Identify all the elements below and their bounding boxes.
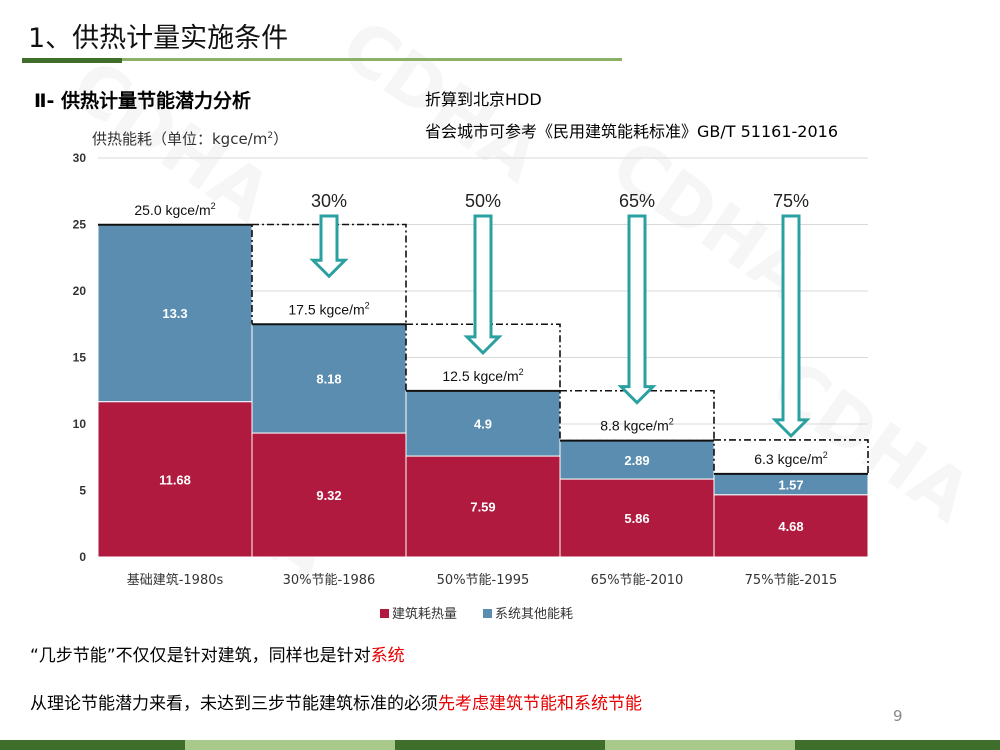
- data-label-system: 8.18: [316, 372, 341, 387]
- bar-building-heat: [405, 455, 561, 558]
- data-label-system: 13.3: [162, 306, 187, 321]
- data-label-system: 4.9: [474, 416, 492, 431]
- down-arrow-icon: [617, 214, 657, 405]
- reduction-outline: [713, 439, 869, 475]
- savings-percent-label: 30%: [311, 191, 347, 211]
- y-tick-label: 20: [73, 284, 87, 298]
- down-arrow-icon: [309, 214, 349, 279]
- data-label-building: 11.68: [159, 472, 191, 487]
- footer-statement-2: 从理论节能潜力来看，未达到三步节能建筑标准的必须先考虑建筑节能和系统节能: [30, 694, 642, 714]
- bar-system-other: [97, 224, 253, 403]
- title-underline: [22, 58, 622, 61]
- y-axis-label: 供热能耗（单位：kgce/m2）: [92, 130, 289, 148]
- total-label: 25.0 kgce/m2: [134, 201, 215, 218]
- savings-percent-label: 75%: [773, 191, 809, 211]
- x-tick-label: 75%节能-2015: [745, 573, 838, 588]
- data-label-building: 9.32: [316, 488, 341, 503]
- legend-swatch-building: [380, 609, 389, 618]
- bottom-decor-bar: [0, 740, 1000, 750]
- down-arrow-icon: [463, 214, 503, 356]
- slide-title: 1、供热计量实施条件: [28, 23, 289, 54]
- data-label-building: 5.86: [624, 511, 649, 526]
- x-tick-label: 50%节能-1995: [437, 573, 530, 588]
- y-tick-label: 25: [73, 218, 87, 232]
- footer-statement-1: “几步节能”不仅仅是针对建筑，同样也是针对系统: [30, 646, 405, 666]
- stacked-bar-chart: 0 5 10 15 20 25 30 11.68 13.3 25.0 kgce/m2 基础建筑-19…: [73, 151, 869, 622]
- note-standard: 省会城市可参考《民用建筑能耗标准》GB/T 51161-2016: [425, 122, 839, 141]
- data-label-building: 4.68: [778, 519, 803, 534]
- bar-building-heat: [559, 478, 715, 558]
- total-label: 17.5 kgce/m2: [288, 300, 369, 317]
- total-label: 12.5 kgce/m2: [442, 367, 523, 384]
- savings-percent-label: 65%: [619, 191, 655, 211]
- title-underline-accent: [22, 58, 122, 63]
- data-label-system: 1.57: [778, 477, 803, 492]
- total-label: 8.8 kgce/m2: [600, 417, 674, 434]
- data-label-system: 2.89: [624, 453, 649, 468]
- note-hdd: 折算到北京HDD: [425, 90, 542, 109]
- bar-system-other: [559, 440, 715, 480]
- savings-percent-label: 50%: [465, 191, 501, 211]
- bar-building-heat: [713, 494, 869, 558]
- down-arrow-icon: [771, 214, 811, 438]
- y-tick-label: 30: [73, 151, 87, 165]
- legend-swatch-system: [483, 609, 492, 618]
- total-label: 6.3 kgce/m2: [754, 450, 828, 467]
- y-tick-label: 10: [73, 417, 87, 431]
- x-tick-label: 65%节能-2010: [591, 573, 684, 588]
- data-label-building: 7.59: [470, 500, 495, 515]
- x-tick-label: 基础建筑-1980s: [127, 572, 224, 588]
- legend-label-building: 建筑耗热量: [392, 606, 457, 622]
- x-tick-label: 30%节能-1986: [283, 573, 376, 588]
- bar-building-heat: [251, 432, 407, 558]
- section-subtitle: Ⅱ- 供热计量节能潜力分析: [34, 90, 252, 112]
- y-tick-label: 5: [79, 484, 86, 498]
- y-tick-label: 15: [73, 351, 87, 365]
- y-tick-label: 0: [79, 550, 86, 564]
- page-number: 9: [893, 707, 903, 725]
- legend-label-system: 系统其他能耗: [495, 607, 573, 622]
